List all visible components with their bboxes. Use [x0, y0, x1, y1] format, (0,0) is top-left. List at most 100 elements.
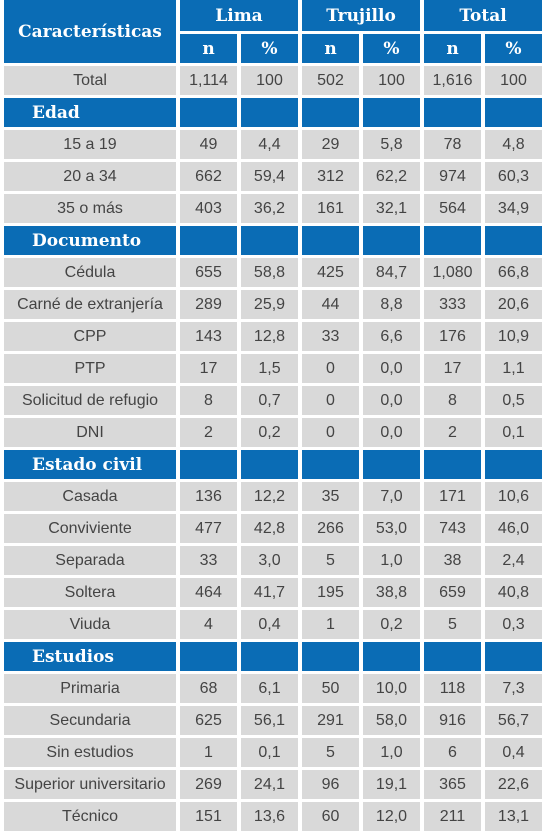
data-cell: 0: [302, 386, 359, 415]
data-cell: 1: [180, 738, 237, 767]
data-cell: 32,1: [363, 194, 420, 223]
section-fill: [302, 642, 359, 671]
data-cell: 403: [180, 194, 237, 223]
data-cell: 3,0: [241, 546, 298, 575]
data-cell: 1,080: [424, 258, 481, 287]
data-cell: 564: [424, 194, 481, 223]
data-cell: 12,8: [241, 322, 298, 351]
data-cell: 743: [424, 514, 481, 543]
data-cell: 0,1: [485, 418, 542, 447]
row-label: Separada: [4, 546, 176, 575]
section-fill: [485, 98, 542, 127]
data-cell: 2,4: [485, 546, 542, 575]
data-cell: 41,7: [241, 578, 298, 607]
data-cell: 24,1: [241, 770, 298, 799]
data-cell: 68: [180, 674, 237, 703]
data-cell: 425: [302, 258, 359, 287]
data-cell: 84,7: [363, 258, 420, 287]
data-cell: 1,0: [363, 546, 420, 575]
data-cell: 136: [180, 482, 237, 511]
section-fill: [424, 642, 481, 671]
row-label: Superior universitario: [4, 770, 176, 799]
header-sub: n: [180, 34, 237, 63]
data-cell: 100: [485, 66, 542, 95]
data-cell: 0,0: [363, 354, 420, 383]
data-cell: 289: [180, 290, 237, 319]
row-label: Conviviente: [4, 514, 176, 543]
row-label: Viuda: [4, 610, 176, 639]
data-cell: 6,1: [241, 674, 298, 703]
section-fill: [302, 226, 359, 255]
row-label: Primaria: [4, 674, 176, 703]
data-cell: 36,2: [241, 194, 298, 223]
section-title: Estudios: [4, 642, 176, 671]
data-cell: 33: [302, 322, 359, 351]
data-cell: 66,8: [485, 258, 542, 287]
data-cell: 502: [302, 66, 359, 95]
section-fill: [485, 226, 542, 255]
data-cell: 0,1: [241, 738, 298, 767]
row-label: CPP: [4, 322, 176, 351]
data-cell: 29: [302, 130, 359, 159]
data-cell: 96: [302, 770, 359, 799]
data-cell: 40,8: [485, 578, 542, 607]
header-group: Lima: [180, 0, 298, 31]
data-cell: 0,2: [363, 610, 420, 639]
data-cell: 1,1: [485, 354, 542, 383]
section-title: Edad: [4, 98, 176, 127]
row-label: Cédula: [4, 258, 176, 287]
data-cell: 655: [180, 258, 237, 287]
data-cell: 1,5: [241, 354, 298, 383]
data-cell: 34,9: [485, 194, 542, 223]
section-fill: [424, 450, 481, 479]
row-label: PTP: [4, 354, 176, 383]
data-cell: 10,0: [363, 674, 420, 703]
data-cell: 0,0: [363, 418, 420, 447]
data-cell: 4,4: [241, 130, 298, 159]
data-cell: 50: [302, 674, 359, 703]
data-cell: 625: [180, 706, 237, 735]
header-group: Total: [424, 0, 542, 31]
data-cell: 1,0: [363, 738, 420, 767]
header-group: Trujillo: [302, 0, 420, 31]
data-cell: 17: [180, 354, 237, 383]
data-cell: 659: [424, 578, 481, 607]
data-cell: 6,6: [363, 322, 420, 351]
data-cell: 58,0: [363, 706, 420, 735]
section-fill: [363, 226, 420, 255]
data-cell: 38,8: [363, 578, 420, 607]
data-cell: 56,1: [241, 706, 298, 735]
header-sub: %: [363, 34, 420, 63]
data-cell: 12,0: [363, 802, 420, 831]
data-cell: 2: [424, 418, 481, 447]
row-label: Solicitud de refugio: [4, 386, 176, 415]
data-cell: 2: [180, 418, 237, 447]
data-cell: 269: [180, 770, 237, 799]
row-label: Soltera: [4, 578, 176, 607]
section-fill: [180, 642, 237, 671]
header-sub: %: [241, 34, 298, 63]
data-cell: 143: [180, 322, 237, 351]
data-cell: 6: [424, 738, 481, 767]
data-cell: 62,2: [363, 162, 420, 191]
row-label: Total: [4, 66, 176, 95]
section-fill: [241, 642, 298, 671]
data-cell: 60,3: [485, 162, 542, 191]
data-cell: 464: [180, 578, 237, 607]
data-cell: 312: [302, 162, 359, 191]
data-cell: 211: [424, 802, 481, 831]
data-cell: 1,616: [424, 66, 481, 95]
data-cell: 0,4: [485, 738, 542, 767]
data-cell: 176: [424, 322, 481, 351]
data-cell: 195: [302, 578, 359, 607]
header-sub: n: [424, 34, 481, 63]
data-cell: 477: [180, 514, 237, 543]
row-label: Secundaria: [4, 706, 176, 735]
data-cell: 0,4: [241, 610, 298, 639]
row-label: Carné de extranjería: [4, 290, 176, 319]
data-cell: 4,8: [485, 130, 542, 159]
row-label: Técnico: [4, 802, 176, 831]
data-cell: 1: [302, 610, 359, 639]
section-fill: [363, 98, 420, 127]
